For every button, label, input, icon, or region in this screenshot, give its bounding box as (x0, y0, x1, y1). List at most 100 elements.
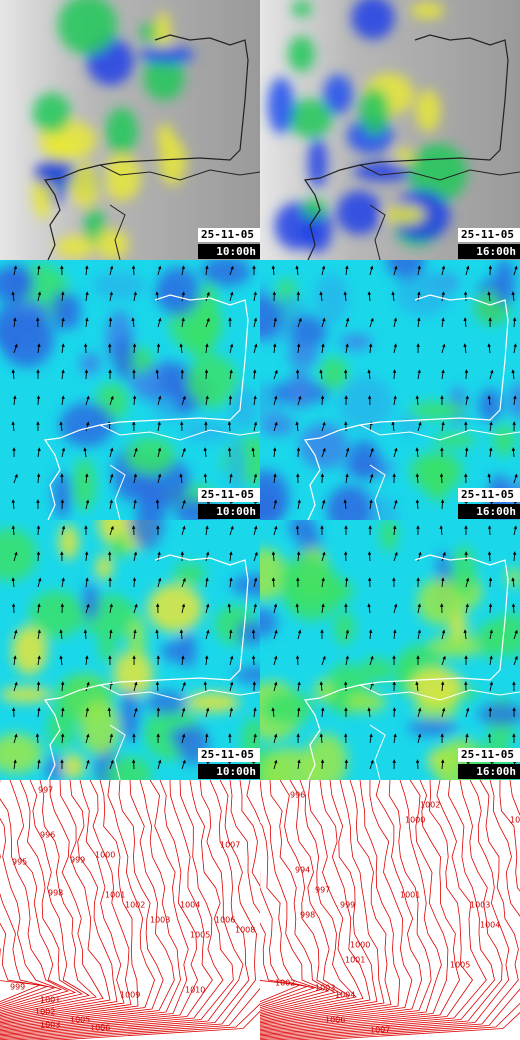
wind-arrow (273, 603, 278, 614)
isobar-label: 1004 (480, 921, 500, 930)
isobar-line (260, 780, 449, 1032)
wind-arrow (273, 525, 278, 536)
isobar-label: 1001 (345, 956, 365, 965)
isobar-line (29, 780, 260, 1040)
field-blob (234, 666, 260, 684)
field-blob (397, 414, 420, 436)
wind-arrow (253, 707, 257, 718)
wind-arrow (271, 577, 276, 588)
field-blob (79, 352, 102, 375)
isobar-label: 999 (70, 856, 85, 865)
field-blob (0, 733, 43, 774)
field-blob (415, 89, 441, 133)
isobar-label: 1005 (450, 961, 470, 970)
wind-arrow (440, 759, 445, 770)
wind-arrow (416, 317, 421, 328)
wind-arrow (441, 551, 446, 562)
wind-arrow (85, 759, 90, 770)
wind-arrow (11, 525, 16, 536)
wind-arrow (60, 681, 65, 692)
isobar-line (0, 780, 139, 1025)
isobar-line (0, 780, 156, 1026)
wind-arrow (343, 291, 348, 302)
isobar-line (260, 780, 487, 1036)
wind-arrow (393, 733, 397, 744)
wind-arrow (12, 395, 17, 406)
isobar-label: 1006 (90, 1024, 110, 1033)
wind-arrow (441, 421, 445, 432)
time-label: 10:00h (216, 765, 256, 778)
wind-arrow (205, 395, 209, 406)
field-blob (156, 267, 200, 316)
wind-arrow (253, 343, 258, 354)
isobar-label: 999 (10, 983, 25, 992)
wind-arrow (392, 525, 397, 536)
field-blob (51, 290, 69, 332)
wind-arrow (273, 629, 278, 640)
isobar-label: 1010 (185, 986, 205, 995)
wind-arrow (415, 473, 420, 484)
isobar-line (0, 780, 97, 1017)
wind-arrow (343, 499, 348, 510)
wind-arrow (368, 343, 373, 354)
date-label: 25-11-05 (461, 228, 514, 241)
field-blob (333, 610, 356, 646)
field-blob (288, 35, 315, 73)
field-blob (407, 718, 458, 736)
isobar-line (0, 780, 125, 1022)
field-blob (260, 487, 286, 520)
wind-arrow (181, 447, 186, 458)
isobar-label: 998 (48, 889, 63, 898)
wind-arrow (181, 681, 186, 692)
wind-arrow (109, 447, 114, 458)
wind-arrow (417, 603, 422, 614)
wind-arrow (157, 421, 161, 432)
wind-arrow (36, 265, 41, 276)
isobar-label: 1006 (325, 1016, 345, 1025)
border (369, 204, 386, 260)
isobar-panel (0, 780, 260, 1040)
field-blob (178, 631, 197, 669)
wind-arrow (133, 629, 137, 640)
wind-arrow (463, 629, 468, 640)
wind-arrow (205, 343, 209, 354)
wind-arrow (345, 317, 350, 328)
time-box (458, 504, 520, 519)
field-blob (338, 376, 394, 430)
wind-arrow (512, 317, 517, 328)
field-blob (44, 755, 66, 780)
wind-arrow (297, 629, 302, 640)
field-blob (492, 423, 516, 457)
isobar-line (0, 853, 56, 1007)
wind-arrow (463, 343, 467, 354)
wind-arrow (131, 317, 135, 328)
wind-arrow (271, 265, 276, 276)
wind-arrow (367, 603, 371, 614)
time-label: 16:00h (476, 505, 516, 518)
wind-arrow (391, 421, 395, 432)
wind-arrow (203, 473, 208, 484)
isobar-label: 997 (315, 886, 330, 895)
wind-arrow (252, 369, 257, 380)
wind-arrow (369, 499, 373, 510)
wind-arrow (487, 395, 492, 406)
wind-arrow (487, 473, 492, 484)
wind-arrow (37, 603, 41, 614)
wind-arrow (319, 681, 324, 692)
border (109, 464, 126, 520)
isobar-line (260, 780, 344, 1014)
wind-arrow (369, 655, 374, 666)
field-blob (416, 578, 464, 626)
map-panel (0, 260, 260, 520)
isobar-line (260, 780, 401, 1025)
wind-arrow (157, 473, 162, 484)
wind-arrow (489, 655, 493, 666)
wind-arrow (13, 265, 18, 276)
wind-arrow (229, 473, 233, 484)
wind-arrow (227, 603, 232, 614)
isobar-line (260, 780, 519, 1040)
field-blob (92, 271, 146, 300)
isobar-line (0, 780, 257, 1040)
wind-arrow (155, 629, 159, 640)
border (109, 204, 126, 260)
